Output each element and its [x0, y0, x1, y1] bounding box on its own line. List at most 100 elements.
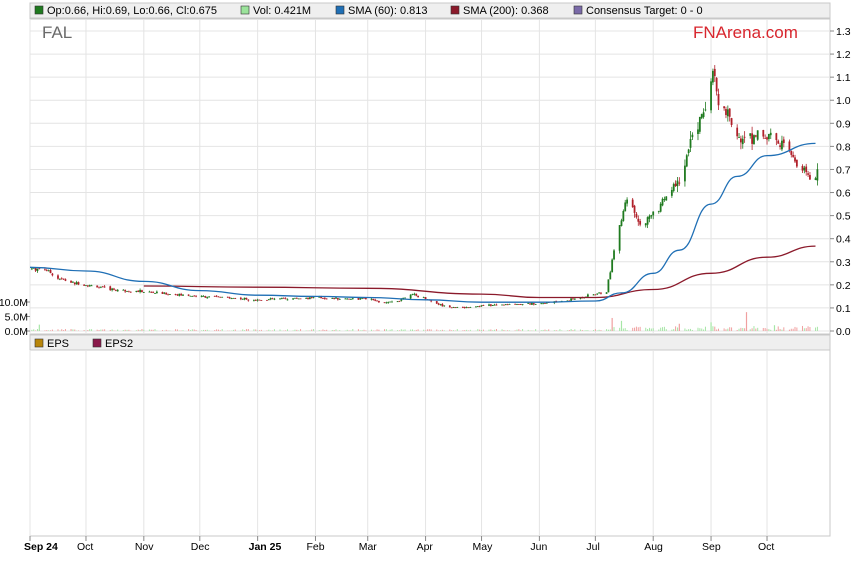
candle-body: [364, 297, 367, 300]
candle-body: [215, 295, 218, 297]
candle-body: [542, 303, 545, 305]
candle-body: [725, 109, 727, 116]
candle-body: [795, 159, 798, 167]
candle-body: [266, 300, 268, 301]
candle-body: [202, 296, 205, 297]
legend-bar: Op:0.66, Hi:0.69, Lo:0.66, Cl:0.675 Vol:…: [29, 2, 831, 19]
candle-body: [256, 299, 259, 301]
candle-body: [710, 81, 712, 111]
candle-body: [204, 296, 207, 298]
price-tick-label: 1.3: [836, 26, 851, 38]
price-tick-label: 1.1: [836, 72, 851, 84]
candle-body: [439, 304, 442, 306]
candle-body: [488, 304, 490, 306]
candle-body: [180, 294, 183, 296]
candle-body: [62, 278, 65, 280]
time-tick-label: Apr: [417, 541, 434, 553]
candle-body: [450, 307, 453, 309]
candle-body: [534, 304, 537, 305]
legend-label-target: Consensus Target: 0 - 0: [586, 5, 703, 17]
candle-body: [372, 298, 375, 301]
candle-body: [200, 295, 203, 297]
candle-body: [435, 301, 438, 304]
candle-body: [480, 305, 483, 307]
candle-body: [32, 267, 35, 269]
candle-body: [154, 293, 156, 294]
candle-body: [111, 288, 113, 291]
time-axis: Sep 24 Oct Nov Dec Jan 25 Feb Mar Apr May Jun Jul A…: [24, 536, 774, 553]
candle-body: [228, 297, 231, 299]
candle-body: [163, 292, 166, 294]
candle-body: [661, 198, 664, 206]
candle-body: [137, 290, 140, 292]
candle-body: [114, 290, 117, 291]
candle-body: [169, 294, 171, 295]
price-tick-label: 0.9: [836, 118, 851, 130]
candle-body: [456, 307, 459, 308]
legend-swatch-eps: [34, 338, 44, 348]
legend-swatch-target: [573, 5, 583, 15]
candle-body: [579, 297, 582, 299]
candle-body: [540, 303, 543, 305]
candle-body: [213, 295, 216, 297]
candle-body: [245, 297, 248, 300]
candle-body: [318, 296, 321, 298]
candle-body: [148, 291, 151, 293]
candle-body: [363, 297, 365, 299]
candle-body: [452, 307, 455, 308]
candle-body: [267, 299, 270, 301]
time-tick-label: Jan 25: [249, 541, 282, 553]
candle-body: [279, 298, 281, 300]
candle-body: [521, 304, 524, 306]
candle-body: [743, 136, 746, 138]
candle-body: [155, 291, 158, 294]
time-tick-label: Dec: [191, 541, 210, 553]
legend-swatch-volume: [240, 5, 250, 15]
candle-body: [514, 303, 517, 305]
candle-body: [86, 285, 89, 287]
candle-body: [57, 275, 59, 279]
candle-body: [639, 221, 642, 225]
candle-body: [715, 77, 718, 92]
candle-body: [476, 306, 479, 308]
candle-body: [359, 298, 362, 300]
candle-body: [294, 297, 296, 299]
volume-tick-label: 0.0M: [5, 326, 28, 338]
candle-body: [596, 293, 599, 295]
candle-body: [678, 182, 681, 184]
candle-body: [672, 184, 675, 191]
candle-body: [730, 118, 733, 125]
candle-body: [594, 294, 597, 296]
legend-label-ohlc: Op:0.66, Hi:0.69, Lo:0.66, Cl:0.675: [47, 5, 217, 17]
candle-body: [243, 297, 246, 300]
candle-body: [322, 298, 324, 299]
candle-body: [331, 297, 334, 299]
candle-body: [779, 145, 781, 147]
candle-body: [88, 285, 91, 287]
time-tick-label: Sep: [702, 541, 721, 553]
candle-body: [230, 298, 233, 300]
candle-body: [816, 169, 819, 181]
candle-body: [325, 298, 328, 300]
candle-body: [467, 307, 470, 309]
candle-body: [150, 291, 153, 293]
candle-body: [413, 293, 416, 295]
candle-body: [124, 290, 127, 292]
candle-body: [609, 272, 612, 280]
candle-body: [219, 296, 222, 298]
candle-body: [769, 132, 772, 136]
candle-body: [544, 303, 546, 304]
candle-body: [378, 300, 380, 303]
candle-body: [809, 175, 811, 180]
candle-body: [217, 296, 220, 298]
eps-gridlines: [29, 350, 768, 536]
candle-body: [424, 297, 427, 300]
price-tick-label: 0.0: [836, 326, 851, 338]
candle-body: [633, 205, 636, 213]
candle-body: [618, 225, 621, 251]
candle-body: [73, 282, 76, 285]
candle-body: [258, 299, 261, 301]
candle-body: [297, 298, 300, 300]
time-gridlines: [29, 19, 768, 334]
candle-body: [516, 304, 518, 306]
